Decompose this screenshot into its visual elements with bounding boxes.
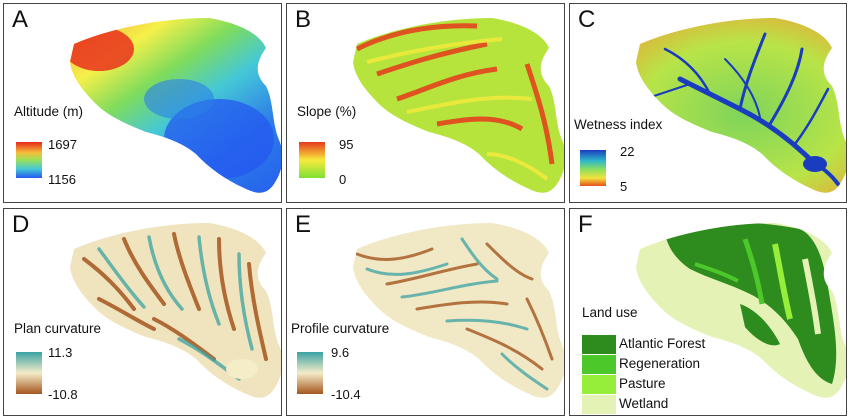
legend-swatch (582, 375, 616, 394)
profile-curvature-map (353, 223, 564, 398)
legend-max: 95 (339, 137, 354, 152)
legend-title: Slope (%) (297, 104, 357, 119)
legend-item-atlantic-forest: Atlantic Forest (582, 335, 752, 354)
slope-legend-bar (299, 142, 325, 178)
profile-curvature-legend-bar (297, 352, 323, 394)
legend-swatch (582, 355, 616, 374)
legend-title: Altitude (m) (14, 104, 84, 119)
panel-label: F (578, 211, 593, 238)
wetness-map (636, 18, 846, 193)
land-use-map (636, 223, 846, 398)
legend-item-regeneration: Regeneration (582, 355, 752, 374)
legend-label: Wetland (619, 396, 669, 411)
panel-label: A (12, 6, 29, 33)
legend-swatch (582, 335, 616, 354)
panel-a-altitude: A Altitude (m) 1697 1156 (3, 3, 282, 203)
panel-label: B (295, 6, 312, 33)
legend-item-pasture: Pasture (582, 375, 752, 394)
legend-item-wetland: Wetland (582, 395, 752, 414)
slope-map (353, 18, 564, 193)
wetness-legend-bar (580, 150, 606, 186)
legend-min: 5 (620, 179, 628, 194)
panel-label: D (12, 211, 30, 238)
panel-f-land-use: F Land use Atlantic Forest Regeneration … (569, 208, 847, 416)
legend-min: 1156 (48, 172, 76, 187)
legend-max: 9.6 (331, 345, 350, 360)
panel-e-profile-curvature: E Profile curvature 9.6 -10.4 (286, 208, 565, 416)
legend-min: -10.4 (331, 387, 361, 402)
altitude-legend-bar (16, 142, 42, 178)
legend-label: Pasture (619, 376, 666, 391)
legend-min: -10.8 (48, 387, 78, 402)
altitude-map (70, 18, 281, 193)
legend-max: 11.3 (48, 345, 73, 360)
panel-label: C (578, 6, 596, 33)
plan-curvature-map (70, 223, 281, 398)
legend-title: Plan curvature (14, 321, 102, 336)
plan-curvature-legend-bar (16, 352, 42, 394)
panel-label: E (295, 211, 312, 238)
legend-title: Land use (582, 305, 638, 320)
legend-swatch (582, 395, 616, 414)
legend-max: 22 (620, 144, 635, 159)
panel-d-plan-curvature: D Plan curvature 11.3 -10.8 (3, 208, 282, 416)
legend-min: 0 (339, 172, 347, 187)
legend-title: Wetness index (574, 117, 663, 132)
legend-label: Regeneration (619, 356, 701, 371)
legend-label: Atlantic Forest (619, 336, 706, 351)
panel-c-wetness: C Wetness index 22 5 (569, 3, 847, 203)
legend-max: 1697 (48, 137, 77, 152)
panel-b-slope: B Slope (%) 95 0 (286, 3, 565, 203)
legend-title: Profile curvature (291, 321, 390, 336)
